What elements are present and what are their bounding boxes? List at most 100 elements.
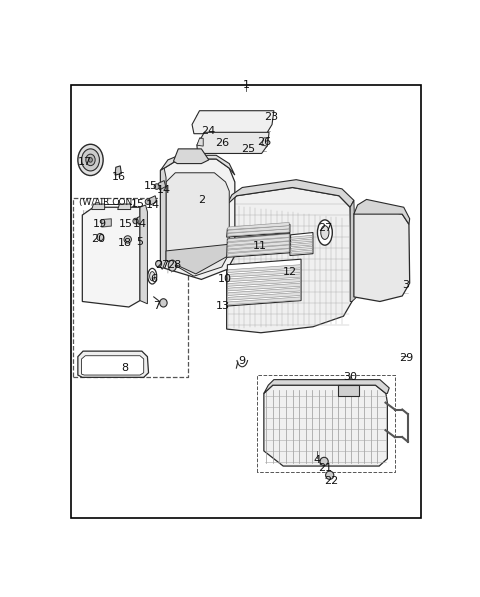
Ellipse shape [145,199,150,205]
Ellipse shape [160,298,167,307]
Polygon shape [264,380,389,393]
Text: 10: 10 [217,273,231,284]
Polygon shape [115,166,121,175]
Polygon shape [92,204,105,210]
Ellipse shape [124,236,132,243]
Polygon shape [166,173,229,276]
Text: 22: 22 [324,476,338,486]
Text: 11: 11 [253,241,267,251]
Text: 28: 28 [168,260,182,270]
Polygon shape [82,356,144,375]
Text: 27: 27 [318,223,332,233]
Ellipse shape [320,457,328,466]
Polygon shape [354,199,410,224]
Polygon shape [228,283,300,291]
Text: 15: 15 [144,181,157,190]
Text: 20: 20 [91,235,105,244]
Text: (W/AIR CON): (W/AIR CON) [79,198,135,207]
Polygon shape [173,149,209,164]
Polygon shape [290,247,312,251]
Text: 12: 12 [283,267,297,276]
Text: 19: 19 [93,219,107,229]
Text: 1: 1 [242,79,250,90]
Text: 23: 23 [264,112,278,122]
Polygon shape [290,232,313,256]
Polygon shape [160,159,235,279]
Ellipse shape [156,260,162,267]
Polygon shape [228,234,289,242]
Polygon shape [227,180,354,207]
Text: 14: 14 [157,185,171,195]
Polygon shape [228,241,289,249]
Text: 15: 15 [119,219,133,229]
Ellipse shape [148,269,156,284]
Text: 21: 21 [318,463,332,473]
Text: 25: 25 [241,144,255,154]
Text: 17: 17 [78,157,92,167]
Polygon shape [137,215,144,224]
Polygon shape [228,248,289,257]
Text: 6: 6 [151,275,157,284]
Polygon shape [228,223,289,230]
Polygon shape [227,187,352,333]
Polygon shape [350,201,357,301]
Polygon shape [290,239,312,243]
Ellipse shape [150,272,155,281]
Polygon shape [227,259,301,306]
Text: 18: 18 [118,238,132,248]
Text: 4: 4 [313,455,320,465]
Polygon shape [228,238,289,245]
Polygon shape [338,385,360,396]
Text: 16: 16 [112,173,126,182]
Polygon shape [228,226,289,233]
Polygon shape [78,351,148,377]
Ellipse shape [321,226,329,239]
Text: 15: 15 [131,199,144,209]
Text: 13: 13 [216,301,230,311]
Ellipse shape [97,233,104,241]
Polygon shape [102,219,111,227]
Ellipse shape [325,471,334,479]
Polygon shape [149,196,156,205]
Polygon shape [228,278,300,287]
Text: 29: 29 [399,353,414,362]
Ellipse shape [78,144,103,176]
Polygon shape [160,168,166,269]
Text: 3: 3 [402,281,409,290]
Polygon shape [228,264,300,272]
Ellipse shape [154,184,159,189]
Text: 26: 26 [215,138,229,148]
Text: 26: 26 [257,137,271,146]
Text: 9: 9 [239,356,246,366]
Polygon shape [158,180,166,190]
Polygon shape [160,155,235,175]
Polygon shape [228,297,300,304]
Text: 5: 5 [136,237,144,247]
Polygon shape [118,204,131,210]
Polygon shape [264,385,387,466]
Polygon shape [228,293,300,300]
Polygon shape [228,269,300,277]
Polygon shape [83,207,140,307]
Polygon shape [290,250,312,254]
Polygon shape [290,242,312,247]
Polygon shape [140,205,147,304]
Ellipse shape [89,158,92,162]
Polygon shape [197,139,203,146]
Text: 7: 7 [153,301,160,311]
Polygon shape [166,244,233,274]
Polygon shape [192,110,274,134]
Polygon shape [354,207,410,301]
Text: 2: 2 [198,195,205,205]
Text: 14: 14 [133,219,147,229]
Polygon shape [227,224,290,237]
Text: 30: 30 [343,373,357,382]
Text: 14: 14 [146,200,160,210]
Text: 24: 24 [201,127,215,136]
Ellipse shape [86,154,95,165]
Polygon shape [228,274,300,282]
Polygon shape [197,133,269,153]
Text: 27: 27 [155,260,169,270]
Polygon shape [290,235,312,239]
Text: 8: 8 [121,363,129,373]
